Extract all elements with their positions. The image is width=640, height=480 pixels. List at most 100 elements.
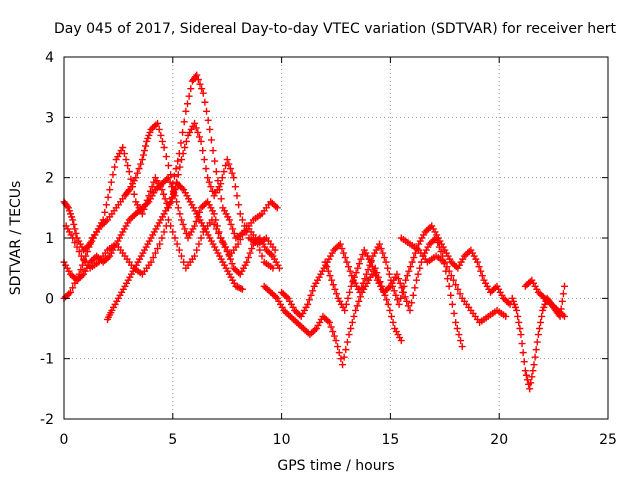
data-point [385, 270, 393, 278]
data-point [227, 220, 235, 228]
data-point [102, 201, 110, 209]
data-point [72, 229, 80, 237]
data-point [354, 264, 362, 272]
data-point [414, 270, 422, 278]
x-tick-label: 25 [599, 432, 617, 448]
data-point [367, 258, 375, 266]
data-point [164, 162, 172, 170]
data-point [178, 156, 186, 164]
data-point [473, 258, 481, 266]
data-point [124, 187, 132, 195]
data-point [406, 306, 414, 314]
data-point [450, 276, 458, 284]
data-point [219, 239, 227, 247]
data-point [376, 240, 384, 248]
data-point [176, 210, 184, 218]
data-point [458, 343, 466, 351]
data-point [199, 147, 207, 155]
data-point [491, 284, 499, 292]
data-point [181, 144, 189, 151]
data-point [397, 294, 405, 302]
data-point [161, 195, 169, 203]
data-point [345, 263, 353, 271]
data-point [125, 168, 133, 176]
data-point [194, 128, 202, 136]
data-point [450, 309, 458, 317]
data-point [403, 297, 411, 305]
data-point [107, 178, 115, 186]
data-point [537, 318, 545, 326]
data-point [514, 312, 522, 320]
data-point [151, 249, 159, 257]
data-point [559, 290, 567, 298]
data-point [517, 331, 525, 339]
data-point [241, 226, 249, 234]
data-point [192, 217, 200, 225]
data-point [331, 285, 339, 293]
data-point [178, 216, 186, 224]
data-point [275, 264, 283, 272]
data-point [220, 168, 228, 176]
data-point [340, 249, 348, 257]
data-point [197, 234, 205, 242]
data-point [191, 119, 199, 127]
data-point [273, 204, 281, 212]
data-point [390, 287, 398, 295]
data-point [324, 267, 332, 275]
data-point [256, 246, 264, 254]
data-point [326, 272, 334, 280]
data-point [235, 201, 243, 209]
data-point [416, 264, 424, 272]
data-point [228, 260, 236, 268]
data-point [521, 367, 529, 375]
data-point [206, 125, 214, 133]
data-point [401, 293, 409, 301]
data-point [453, 325, 461, 332]
data-point [235, 269, 243, 277]
data-point [205, 178, 213, 186]
data-point [389, 318, 397, 326]
data-point [559, 311, 567, 319]
data-point [527, 379, 535, 387]
grid [64, 57, 608, 419]
data-point [158, 137, 166, 145]
data-point [164, 216, 172, 224]
data-point [393, 270, 401, 278]
y-tick-label: 1 [45, 231, 54, 247]
data-point [244, 254, 252, 262]
data-point [339, 361, 347, 369]
data-point [353, 302, 361, 310]
data-point [217, 195, 225, 203]
data-point [456, 290, 464, 298]
data-point [168, 183, 176, 191]
y-tick-label: 3 [45, 110, 54, 126]
data-point [465, 248, 473, 256]
data-point [443, 263, 451, 271]
data-point [99, 216, 107, 224]
data-point [175, 246, 183, 254]
data-point [526, 278, 534, 286]
data-point [343, 338, 351, 346]
data-point [71, 225, 79, 233]
data-point [180, 258, 188, 266]
data-point [408, 258, 416, 266]
data-point [502, 312, 510, 320]
data-point [329, 328, 337, 336]
data-point [146, 187, 154, 195]
data-point [183, 100, 191, 108]
data-point [166, 178, 174, 186]
data-point [229, 225, 237, 233]
data-point [210, 220, 218, 228]
data-point [348, 318, 356, 326]
data-point [344, 294, 352, 302]
data-point [212, 225, 220, 233]
data-point [364, 266, 372, 274]
data-point [182, 137, 190, 145]
data-point [560, 282, 568, 290]
data-point [207, 183, 215, 191]
data-point [122, 156, 130, 164]
data-point [162, 153, 170, 161]
data-point [447, 272, 455, 280]
data-point [172, 165, 180, 173]
